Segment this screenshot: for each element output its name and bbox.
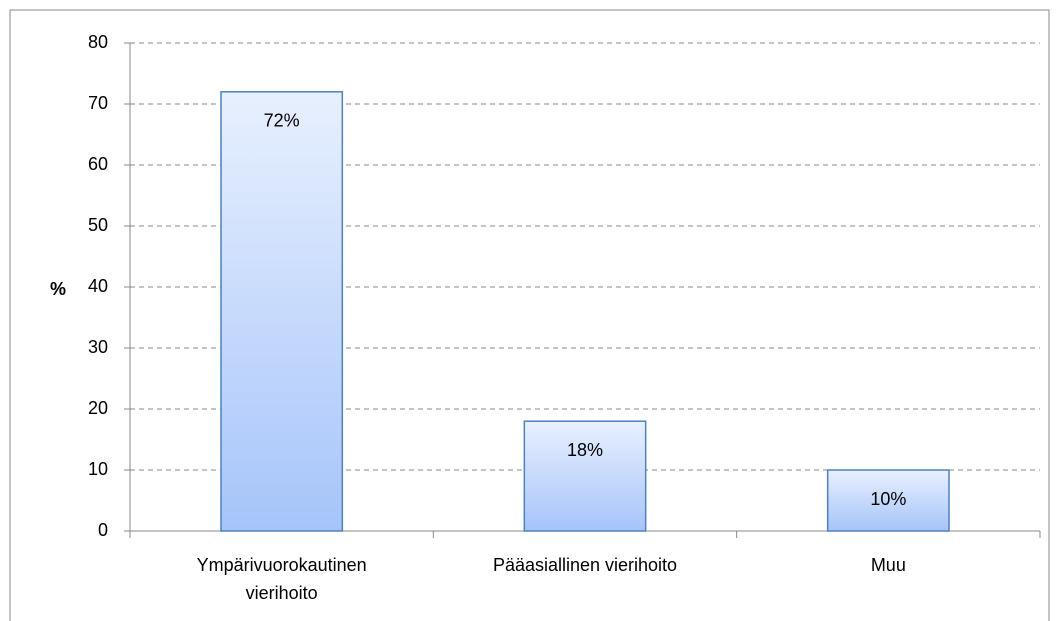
y-tick-label: 30 xyxy=(88,337,108,357)
y-tick-label: 20 xyxy=(88,398,108,418)
value-label: 10% xyxy=(870,489,906,509)
x-tick-label: Pääasiallinen vierihoito xyxy=(492,555,678,575)
y-tick-label: 60 xyxy=(88,154,108,174)
y-tick-label: 80 xyxy=(88,32,108,52)
value-label: 72% xyxy=(264,111,300,131)
y-tick-label: 10 xyxy=(88,459,108,479)
y-tick-label: 70 xyxy=(88,93,108,113)
value-label: 18% xyxy=(567,440,603,460)
bar xyxy=(523,420,647,532)
y-tick-label: 40 xyxy=(88,276,108,296)
y-tick-label: 0 xyxy=(98,520,108,540)
y-axis-label: % xyxy=(50,279,66,299)
chart-border xyxy=(9,9,1050,621)
x-tick-label: Ympärivuorokautinen vierihoito xyxy=(196,555,367,603)
bar xyxy=(826,469,950,532)
x-tick-label: Muu xyxy=(870,555,906,575)
y-tick-label: 50 xyxy=(88,215,108,235)
bar xyxy=(220,91,344,532)
